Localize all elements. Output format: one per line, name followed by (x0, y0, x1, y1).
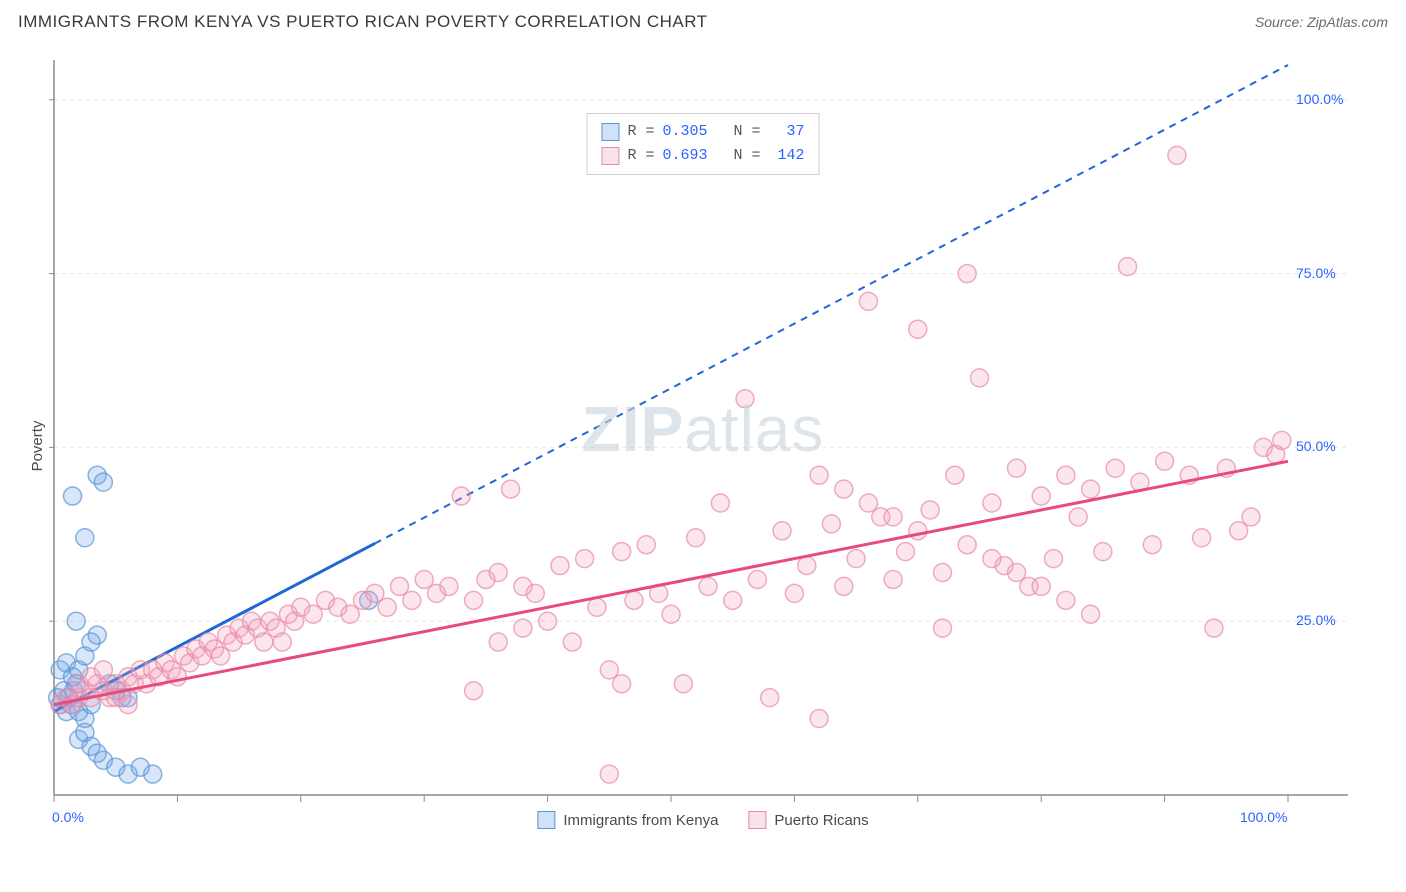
series-legend: Immigrants from Kenya Puerto Ricans (537, 811, 868, 829)
chart-area: ZIPatlas R =0.305 N = 37R =0.693 N = 142… (48, 55, 1358, 835)
y-tick-label: 50.0% (1296, 438, 1336, 454)
y-tick-label: 75.0% (1296, 265, 1336, 281)
stat-n-value: 142 (769, 144, 805, 168)
series-legend-item: Immigrants from Kenya (537, 811, 718, 829)
stats-row: R = 0.305 N = 37 (601, 120, 804, 144)
x-tick-label: 0.0% (52, 809, 84, 825)
series-swatch-icon (601, 147, 619, 165)
series-legend-item: Puerto Ricans (748, 811, 868, 829)
series-legend-label: Puerto Ricans (774, 812, 868, 829)
chart-source: Source: ZipAtlas.com (1255, 14, 1388, 30)
chart-title: IMMIGRANTS FROM KENYA VS PUERTO RICAN PO… (18, 12, 708, 32)
series-swatch-icon (537, 811, 555, 829)
y-axis-label: Poverty (29, 421, 46, 472)
y-tick-label: 25.0% (1296, 612, 1336, 628)
stat-n-label: N = (716, 120, 761, 144)
stat-r-value: 0.693 (662, 144, 707, 168)
series-swatch-icon (748, 811, 766, 829)
stat-r-label: R = (627, 120, 654, 144)
stat-n-value: 37 (769, 120, 805, 144)
stat-r-label: R = (627, 144, 654, 168)
stats-row: R = 0.693 N = 142 (601, 144, 804, 168)
y-tick-label: 100.0% (1296, 91, 1343, 107)
stat-n-label: N = (716, 144, 761, 168)
series-legend-label: Immigrants from Kenya (563, 812, 718, 829)
x-tick-label: 100.0% (1240, 809, 1287, 825)
stat-r-value: 0.305 (662, 120, 707, 144)
stats-legend: R = 0.305 N = 37 R = 0.693 N = 142 (586, 113, 819, 175)
series-swatch-icon (601, 123, 619, 141)
